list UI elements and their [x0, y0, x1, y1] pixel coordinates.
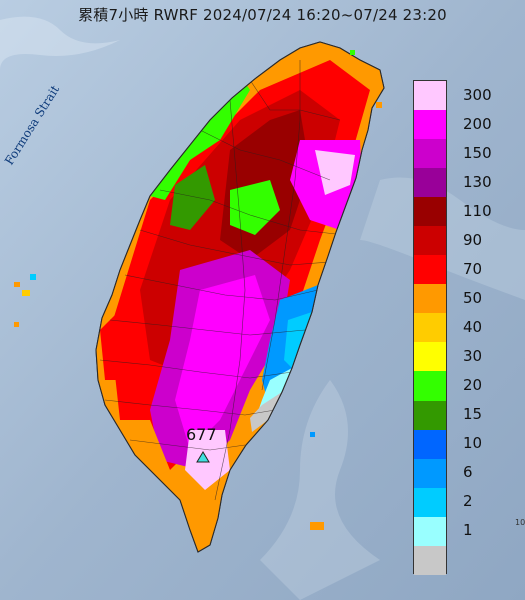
legend-swatch [414, 197, 446, 227]
legend-swatch [414, 429, 446, 459]
triangle-marker-icon [196, 451, 210, 463]
map-title: 累積7小時 RWRF 2024/07/24 16:20~07/24 23:20 [78, 6, 447, 24]
legend-swatch [414, 255, 446, 285]
legend-swatch [414, 400, 446, 430]
legend-swatch [414, 371, 446, 401]
legend-swatch [414, 458, 446, 488]
legend-label: 200 [463, 114, 492, 133]
legend-swatch [414, 284, 446, 314]
county-boundaries [99, 60, 346, 501]
edge-label: 10 [515, 518, 525, 527]
legend-label: 70 [463, 259, 483, 278]
legend-label: 15 [463, 405, 483, 424]
legend-label: 90 [463, 230, 483, 249]
legend-swatch [414, 168, 446, 198]
legend-swatch [414, 487, 446, 517]
legend-label: 1 [463, 521, 473, 540]
legend-label: 10 [463, 434, 483, 453]
legend-swatch [414, 545, 446, 575]
legend-label: 50 [463, 288, 483, 307]
legend-label: 110 [463, 201, 492, 220]
max-value-label: 677 [186, 425, 217, 444]
offshore-islands [14, 50, 382, 530]
legend-swatch [414, 342, 446, 372]
color-legend: 300 200 150 130 110 90 70 50 40 30 20 15 10 6 2 1 [413, 80, 511, 575]
legend-label: 150 [463, 143, 492, 162]
legend-label: 30 [463, 347, 483, 366]
legend-label: 300 [463, 85, 492, 104]
legend-label: 20 [463, 376, 483, 395]
legend-swatches [413, 80, 447, 575]
legend-swatch [414, 313, 446, 343]
coast-outline-stroke [95, 41, 385, 553]
legend-label: 2 [463, 492, 473, 511]
legend-label: 40 [463, 318, 483, 336]
legend-swatch [414, 226, 446, 256]
legend-label: 6 [463, 463, 473, 482]
legend-swatch [414, 110, 446, 140]
legend-label: 130 [463, 172, 492, 191]
legend-swatch [414, 139, 446, 169]
legend-swatch [414, 516, 446, 546]
legend-swatch [414, 81, 446, 111]
